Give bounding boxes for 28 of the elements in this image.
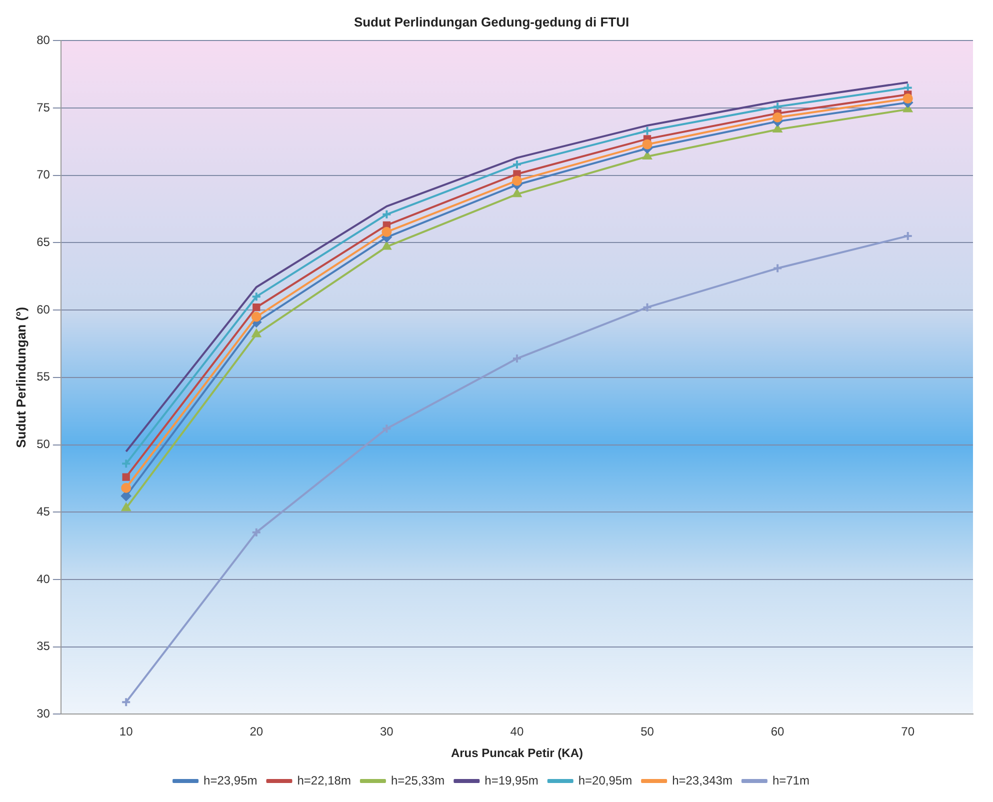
legend-label: h=20,95m [578, 773, 632, 788]
y-tick-label: 60 [36, 302, 50, 316]
x-tick-label: 40 [510, 724, 524, 739]
y-tick-label: 65 [36, 234, 50, 249]
y-tick-label: 30 [36, 706, 50, 721]
y-axis-title: Sudut Perlindungan (°) [13, 306, 28, 448]
x-tick-label: 10 [119, 724, 134, 739]
x-axis-title: Arus Puncak Petir (KA) [450, 746, 583, 760]
y-tick-label: 50 [36, 437, 50, 452]
y-tick-label: 75 [36, 100, 50, 114]
legend-label: h=22,18m [297, 773, 351, 788]
y-tick-label: 35 [36, 639, 50, 654]
legend-label: h=19,95m [484, 773, 538, 788]
x-tick-label: 50 [640, 724, 654, 739]
y-tick-label: 70 [36, 168, 50, 182]
y-tick-label: 80 [36, 32, 50, 47]
y-tick-label: 45 [36, 504, 50, 518]
x-tick-label: 70 [901, 724, 915, 739]
legend-label: h=71m [772, 773, 810, 788]
legend-label: h=23,343m [672, 773, 732, 788]
x-tick-label: 20 [250, 724, 264, 739]
x-tick-label: 60 [770, 724, 785, 739]
legend-label: h=25,33m [390, 773, 445, 788]
legend-label: h=23,95m [204, 773, 258, 788]
x-tick-label: 30 [380, 724, 394, 739]
y-tick-label: 55 [36, 370, 50, 384]
y-tick-label: 40 [36, 572, 50, 586]
chart-title: Sudut Perlindungan Gedung-gedung di FTUI [354, 14, 630, 30]
